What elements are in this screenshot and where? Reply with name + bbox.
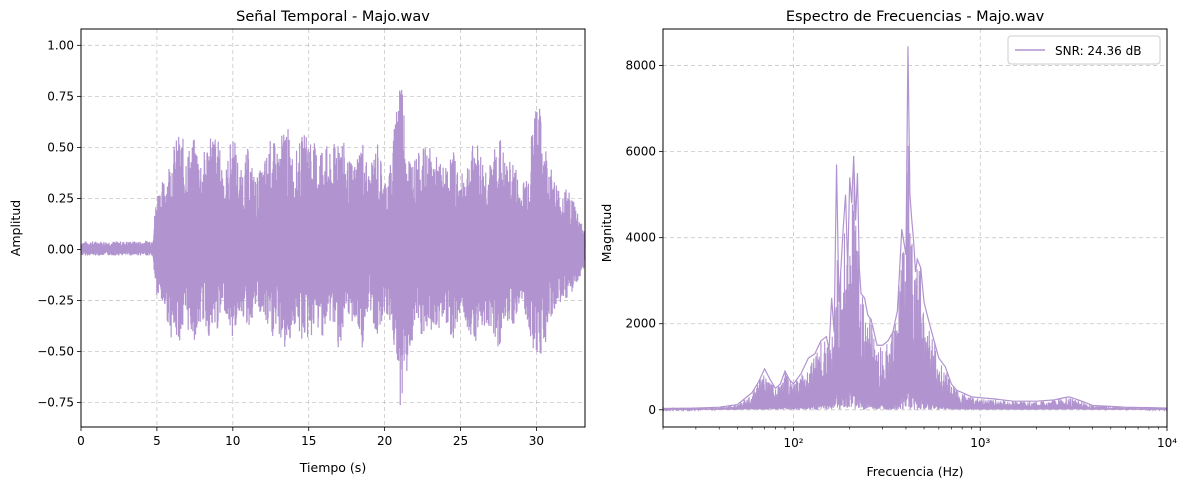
time-y-axis-label: Amplitud — [8, 200, 23, 256]
spectrum-y-tick-label: 8000 — [625, 59, 656, 73]
time-x-tick-label: 0 — [77, 434, 85, 448]
legend-label: SNR: 24.36 dB — [1055, 44, 1141, 58]
spectrum-panel: 10² 10³ 10⁴ 0 2000 4000 6000 8000 Espectro de … — [599, 9, 1177, 479]
spectrum-y-ticks: 0 2000 4000 6000 8000 — [625, 59, 663, 417]
legend-box — [1007, 35, 1161, 65]
time-waveform-line — [80, 89, 586, 406]
time-x-tick-label: 30 — [529, 434, 544, 448]
time-y-tick-label: 0.00 — [47, 242, 74, 256]
spectrum-line — [662, 145, 1168, 412]
time-y-tick-label: −0.50 — [37, 344, 74, 358]
spectrum-peaks — [662, 46, 1168, 410]
time-signal-panel: 0 5 10 15 20 25 30 −0.75 −0.50 −0.25 0.00 0.25 0.50… — [8, 9, 586, 475]
time-x-tick-label: 5 — [153, 434, 161, 448]
time-x-ticks: 0 5 10 15 20 25 30 — [77, 427, 544, 448]
time-y-tick-label: −0.25 — [37, 293, 74, 307]
spectrum-x-tick-label: 10³ — [970, 436, 990, 450]
time-y-tick-label: 1.00 — [47, 38, 74, 52]
spectrum-chart-title: Espectro de Frecuencias - Majo.wav — [786, 9, 1045, 25]
spectrum-grid — [663, 29, 1168, 427]
time-x-axis-label: Tiempo (s) — [299, 460, 366, 475]
spectrum-y-tick-label: 2000 — [625, 317, 656, 331]
spectrum-x-ticks: 10² 10³ 10⁴ — [662, 427, 1177, 450]
time-y-tick-label: −0.75 — [37, 396, 74, 410]
time-chart-title: Señal Temporal - Majo.wav — [236, 9, 430, 25]
spectrum-legend: SNR: 24.36 dB — [1007, 35, 1161, 65]
spectrum-y-tick-label: 6000 — [625, 145, 656, 159]
time-waveform — [80, 89, 586, 406]
spectrum-x-tick-label: 10⁴ — [1157, 436, 1177, 450]
spectrum-axes-frame — [662, 28, 1168, 428]
time-y-ticks: −0.75 −0.50 −0.25 0.00 0.25 0.50 0.75 1.00 — [37, 38, 81, 410]
time-y-tick-label: 0.50 — [47, 140, 74, 154]
spectrum-y-tick-label: 4000 — [625, 231, 656, 245]
spectrum-x-axis-label: Frecuencia (Hz) — [867, 464, 964, 479]
time-x-tick-label: 10 — [225, 434, 240, 448]
time-x-tick-label: 20 — [377, 434, 392, 448]
time-y-tick-label: 0.75 — [47, 89, 74, 103]
time-x-tick-label: 15 — [301, 434, 316, 448]
time-x-tick-label: 25 — [453, 434, 468, 448]
time-y-tick-label: 0.25 — [47, 191, 74, 205]
spectrum-y-axis-label: Magnitud — [599, 204, 614, 263]
time-axes-frame — [80, 28, 586, 428]
spectrum-y-tick-label: 0 — [648, 403, 656, 417]
spectrum-curve — [662, 46, 1168, 412]
spectrum-x-tick-label: 10² — [783, 436, 803, 450]
